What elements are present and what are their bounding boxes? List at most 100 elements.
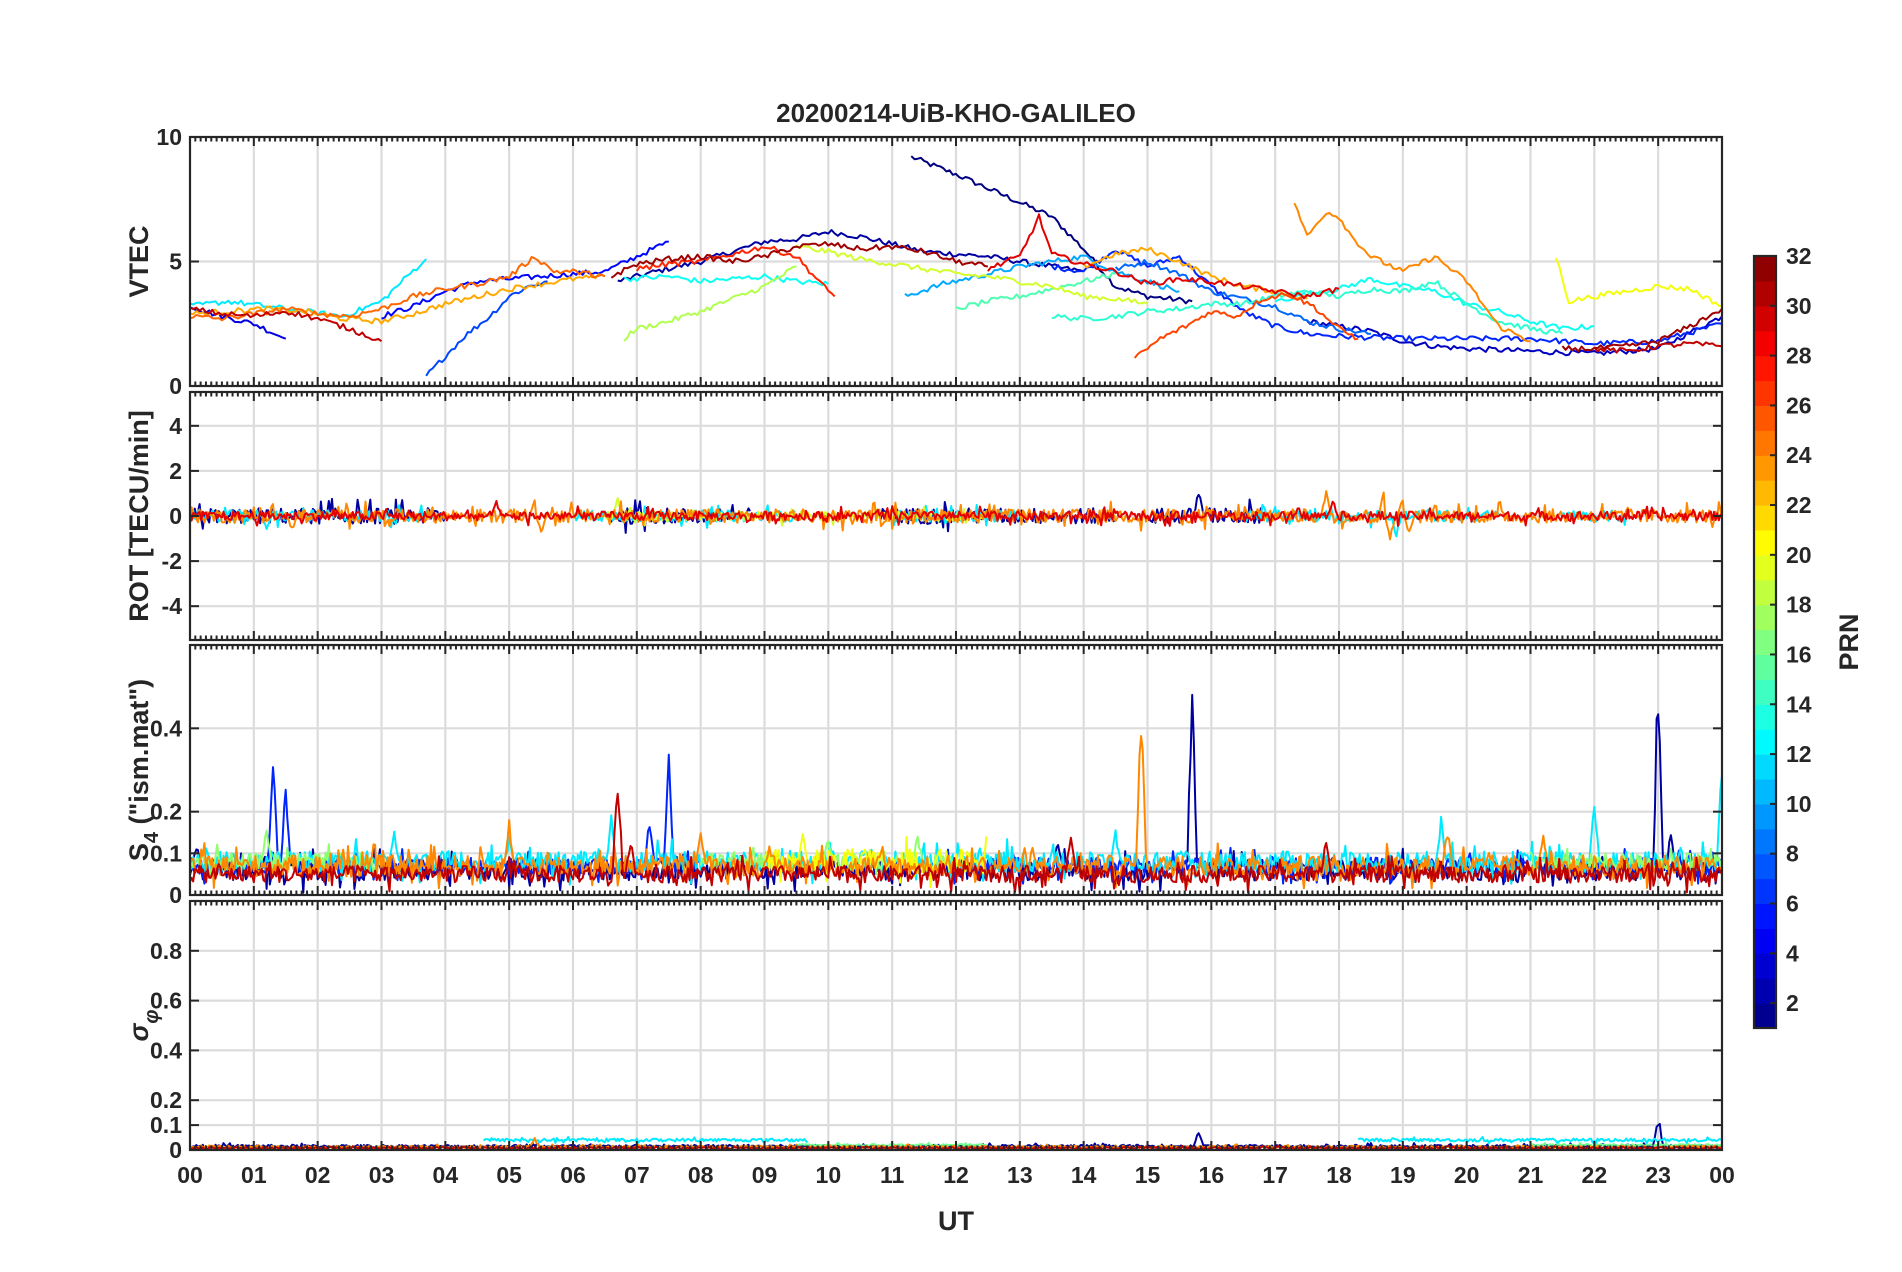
- y-tick-label-s4: 0.4: [150, 715, 182, 741]
- colorbar-label: PRN: [1834, 613, 1864, 670]
- series-vtec-prn-26-21: [1133, 292, 1359, 359]
- x-tick-label: 03: [369, 1162, 395, 1188]
- x-tick-label: 00: [177, 1162, 203, 1188]
- colorbar-band: [1754, 554, 1776, 581]
- series-vtec-prn-3-2: [1306, 315, 1722, 357]
- y-tick-label-sigma_phi: 0.4: [150, 1037, 182, 1063]
- colorbar-tick-label: 16: [1786, 641, 1812, 667]
- series-vtec-prn-19-15: [795, 244, 1148, 305]
- x-tick-label: 08: [688, 1162, 714, 1188]
- colorbar-band: [1754, 754, 1776, 780]
- x-tick-label: 01: [241, 1162, 267, 1188]
- colorbar-frame: [1752, 254, 1778, 1030]
- colorbar-tick-label: 10: [1786, 791, 1812, 817]
- y-tick-label-rot: 0: [169, 503, 182, 529]
- colorbar-band: [1754, 455, 1776, 481]
- x-tick-label: 22: [1582, 1162, 1608, 1188]
- y-tick-label-rot: -2: [162, 548, 182, 574]
- colorbar-band: [1754, 654, 1776, 680]
- series-vtec-prn-6-5: [1051, 250, 1722, 347]
- panel-s4: 0 0.1 0.2 0.4S4 ("ism.mat"): [124, 643, 1724, 908]
- series-vtec-prn-13-11: [1274, 276, 1595, 331]
- series-vtec-prn-14-12: [1051, 280, 1564, 335]
- colorbar-band: [1754, 380, 1776, 407]
- x-tick-label: 17: [1262, 1162, 1288, 1188]
- colorbar-tick-label: 8: [1786, 841, 1799, 867]
- x-tick-label: 20: [1454, 1162, 1480, 1188]
- colorbar-band: [1754, 330, 1776, 357]
- y-tick-label-s4: 0.2: [150, 799, 182, 825]
- x-tick-label: 13: [1007, 1162, 1033, 1188]
- colorbar-band: [1754, 430, 1776, 456]
- series-vtec-prn-23-17: [190, 273, 606, 325]
- series-vtec-prn-1-0: [910, 155, 1193, 305]
- x-tick-label: 07: [624, 1162, 650, 1188]
- colorbar-band: [1754, 853, 1776, 880]
- colorbar-band: [1754, 480, 1776, 506]
- y-tick-label-s4: 0: [169, 882, 182, 908]
- colorbar-band: [1754, 355, 1776, 382]
- colorbar-tick-label: 18: [1786, 592, 1812, 618]
- colorbar-band: [1754, 903, 1776, 929]
- x-tick-label: 02: [305, 1162, 331, 1188]
- series-vtec-prn-31-27: [1561, 308, 1722, 353]
- grid-s4: [190, 645, 1722, 895]
- colorbar-band: [1754, 803, 1776, 830]
- colorbar-tick-label: 12: [1786, 741, 1812, 767]
- y-axis-label-s4: S4 ("ism.mat"): [124, 679, 163, 861]
- colorbar-tick-label: 2: [1786, 990, 1799, 1016]
- x-tick-label: 04: [433, 1162, 459, 1188]
- colorbar-tick-label: 14: [1786, 691, 1812, 717]
- panel-rot: -4 -2 0 2 4 ROT [TECU/min]: [124, 390, 1724, 642]
- x-tick-label: 15: [1135, 1162, 1161, 1188]
- grid-rot: [190, 392, 1722, 640]
- colorbar-tick-label: 24: [1786, 442, 1812, 468]
- y-tick-label-sigma_phi: 0.8: [150, 938, 182, 964]
- colorbar-band: [1754, 579, 1776, 606]
- chart-title: 20200214-UiB-KHO-GALILEO: [776, 98, 1136, 128]
- y-tick-label-sigma_phi: 0.2: [150, 1087, 182, 1113]
- panel-vtec: 0 5 10 VTEC: [124, 124, 1724, 399]
- colorbar-band: [1754, 729, 1776, 755]
- x-axis-label: UT: [938, 1206, 974, 1236]
- series-vtec-prn-25-20: [190, 256, 606, 322]
- y-tick-label-rot: 4: [169, 413, 182, 439]
- series-vtec-prn-8-7: [1114, 259, 1371, 335]
- y-axis-label-vtec: VTEC: [124, 225, 154, 297]
- y-tick-label-rot: -4: [162, 593, 183, 619]
- colorbar-tick-label: 22: [1786, 492, 1812, 518]
- x-tick-label: 09: [752, 1162, 778, 1188]
- series-vtec-prn-20-16: [1555, 257, 1722, 308]
- colorbar-band: [1754, 978, 1776, 1004]
- grid-sigma_phi: [190, 901, 1722, 1150]
- series-s4-prn-20-4: [763, 833, 988, 889]
- y-tick-label-vtec: 0: [169, 373, 182, 399]
- x-tick-label: 21: [1518, 1162, 1544, 1188]
- series-vtec-prn-30-24: [190, 306, 383, 343]
- y-tick-label-vtec: 10: [156, 124, 182, 150]
- series-rot-prn-29-4: [190, 500, 1722, 527]
- x-tick-label: 05: [496, 1162, 522, 1188]
- colorbar-band: [1754, 878, 1776, 905]
- series-vtec-prn-30-25: [1593, 340, 1722, 354]
- y-tick-label-rot: 2: [169, 458, 182, 484]
- colorbar-band: [1754, 928, 1776, 954]
- y-axis-label-sigma_phi: σφ: [124, 1010, 163, 1042]
- colorbar-band: [1754, 778, 1776, 805]
- colorbar-tick-label: 20: [1786, 542, 1812, 568]
- x-tick-label: 00: [1709, 1162, 1735, 1188]
- colorbar-band: [1754, 505, 1776, 531]
- x-tick-label: 23: [1645, 1162, 1671, 1188]
- colorbar-band: [1754, 280, 1776, 307]
- series-vtec-prn-5-4: [381, 240, 669, 320]
- y-tick-label-vtec: 5: [169, 249, 182, 275]
- series-s4-prn-30-6: [190, 792, 1722, 894]
- x-tick-label: 11: [880, 1162, 905, 1188]
- x-tick-label: 14: [1071, 1162, 1097, 1188]
- y-axis-label-rot: ROT [TECU/min]: [124, 410, 154, 621]
- series-sigma_phi-prn-12-1: [482, 1136, 1722, 1145]
- series-vtec-prn-18-14: [623, 265, 797, 342]
- colorbar-tick-label: 32: [1786, 243, 1812, 269]
- y-tick-label-s4: 0.1: [150, 840, 182, 866]
